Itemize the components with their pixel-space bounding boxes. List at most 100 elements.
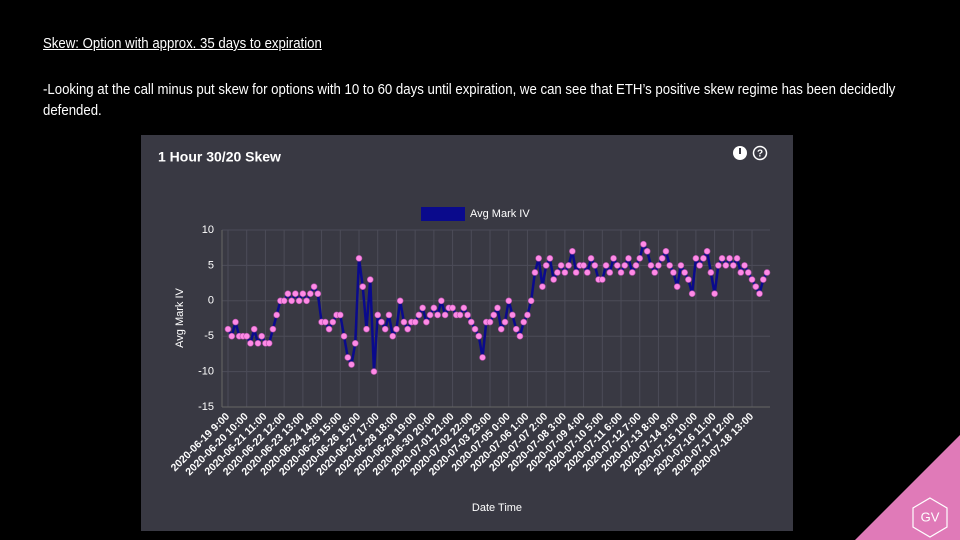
data-point xyxy=(303,297,310,305)
data-point xyxy=(400,318,408,326)
data-point xyxy=(759,276,767,283)
data-point xyxy=(632,262,640,269)
data-point xyxy=(554,269,561,276)
data-point xyxy=(243,332,251,340)
data-point xyxy=(673,283,681,290)
data-point xyxy=(505,297,513,305)
data-point xyxy=(516,332,524,340)
data-point xyxy=(322,318,329,326)
y-axis-title: Avg Mark IV xyxy=(174,287,186,347)
data-point xyxy=(726,255,733,262)
data-point xyxy=(467,318,475,326)
data-point xyxy=(535,255,542,262)
data-point xyxy=(752,283,760,290)
data-point xyxy=(292,290,299,298)
data-point xyxy=(748,276,756,283)
data-point xyxy=(363,325,370,333)
data-point xyxy=(228,332,236,340)
data-point xyxy=(722,262,730,269)
y-tick-label: 10 xyxy=(202,224,214,236)
data-point xyxy=(542,262,550,269)
data-point xyxy=(591,262,599,269)
data-point xyxy=(670,269,677,276)
data-point xyxy=(565,262,572,269)
data-point xyxy=(613,262,621,269)
data-point xyxy=(490,311,498,319)
data-point xyxy=(374,311,382,319)
alert-icon-mark xyxy=(739,148,741,154)
data-point xyxy=(415,311,423,319)
logo-corner xyxy=(855,435,960,540)
data-point xyxy=(643,247,651,255)
data-point xyxy=(617,269,625,276)
data-point xyxy=(250,325,258,333)
data-point xyxy=(520,318,528,326)
data-point xyxy=(685,276,692,283)
data-point xyxy=(396,297,404,305)
data-point xyxy=(572,269,580,276)
data-point xyxy=(258,332,265,340)
data-point xyxy=(681,269,688,276)
slide-title: Skew: Option with approx. 35 days to exp… xyxy=(43,35,322,52)
data-point xyxy=(348,361,355,368)
data-point xyxy=(355,255,363,262)
data-point xyxy=(744,269,752,276)
data-point xyxy=(546,255,554,262)
data-point xyxy=(756,290,763,298)
chart-panel xyxy=(141,135,793,531)
data-point xyxy=(329,318,337,326)
data-point xyxy=(703,247,711,255)
data-point xyxy=(494,304,501,312)
y-tick-label: -10 xyxy=(198,366,214,378)
data-point xyxy=(569,247,576,255)
data-point xyxy=(456,311,464,319)
data-point xyxy=(224,325,232,333)
data-point xyxy=(325,325,333,333)
slide-body: -Looking at the call minus put skew for … xyxy=(43,81,896,119)
y-tick-label: -15 xyxy=(198,401,214,413)
data-point xyxy=(628,269,636,276)
data-point xyxy=(232,318,239,326)
data-point xyxy=(733,255,741,262)
data-point xyxy=(610,255,617,262)
data-point xyxy=(273,311,280,319)
data-point xyxy=(307,290,314,298)
data-point xyxy=(707,269,715,276)
data-point xyxy=(625,255,632,262)
data-point xyxy=(539,283,546,290)
data-point xyxy=(602,262,610,269)
data-point xyxy=(393,325,400,333)
data-point xyxy=(385,311,393,319)
data-point xyxy=(284,290,292,298)
data-point xyxy=(430,304,438,312)
data-point xyxy=(269,325,277,333)
data-point xyxy=(715,262,722,269)
data-point xyxy=(737,269,745,276)
data-point xyxy=(550,276,557,283)
data-point xyxy=(340,332,348,340)
data-point xyxy=(580,262,587,269)
data-point xyxy=(265,339,273,347)
data-point xyxy=(696,262,703,269)
data-point xyxy=(677,262,685,269)
data-point xyxy=(438,297,445,305)
data-point xyxy=(366,276,374,283)
data-point xyxy=(606,269,614,276)
data-point xyxy=(531,269,539,276)
data-point xyxy=(561,269,569,276)
data-point xyxy=(621,262,629,269)
data-point xyxy=(587,255,595,262)
data-point xyxy=(247,339,254,347)
data-point xyxy=(411,318,419,326)
data-point xyxy=(655,262,662,269)
data-point xyxy=(688,290,696,298)
data-point xyxy=(378,318,385,326)
data-point xyxy=(524,311,531,319)
data-point xyxy=(344,354,352,361)
data-point xyxy=(509,311,516,319)
help-icon[interactable] xyxy=(752,145,768,161)
data-point xyxy=(441,311,449,319)
data-point xyxy=(419,304,426,312)
data-point xyxy=(666,262,673,269)
data-point xyxy=(426,311,434,319)
